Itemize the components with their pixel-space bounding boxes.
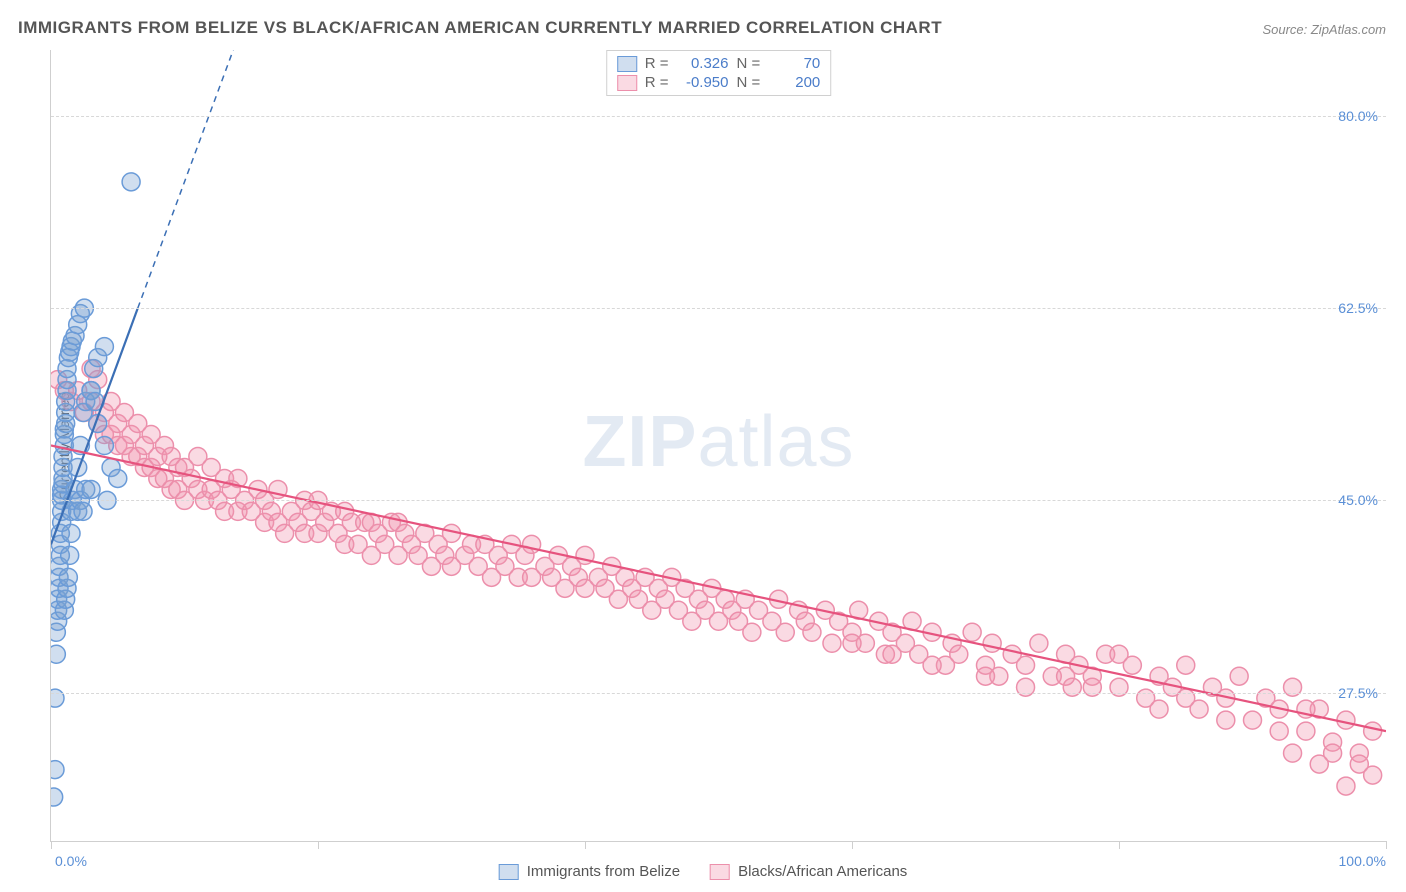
r-label-2: R = [645, 74, 669, 91]
y-tick-label: 45.0% [1338, 492, 1378, 508]
legend-bottom-swatch-2 [710, 864, 730, 880]
scatter-point [74, 502, 92, 520]
r-value-2: -0.950 [677, 74, 729, 91]
n-label-1: N = [737, 55, 761, 72]
scatter-point [1177, 656, 1195, 674]
gridline-horizontal [51, 500, 1386, 501]
x-tick [852, 841, 853, 849]
x-tick [318, 841, 319, 849]
scatter-point [923, 656, 941, 674]
scatter-point [95, 338, 113, 356]
scatter-point [1244, 711, 1262, 729]
scatter-point [803, 623, 821, 641]
x-tick [1386, 841, 1387, 849]
legend-statistics-box: R = 0.326 N = 70 R = -0.950 N = 200 [606, 50, 832, 96]
scatter-point [776, 623, 794, 641]
chart-plot-area: ZIPatlas R = 0.326 N = 70 R = -0.950 N =… [50, 50, 1386, 842]
scatter-point [46, 761, 64, 779]
scatter-point [950, 645, 968, 663]
legend-stat-row-2: R = -0.950 N = 200 [617, 74, 821, 91]
scatter-point [1110, 645, 1128, 663]
scatter-point [963, 623, 981, 641]
x-tick [585, 841, 586, 849]
scatter-point [1364, 722, 1382, 740]
scatter-point [61, 546, 79, 564]
legend-swatch-series-2 [617, 75, 637, 91]
n-value-2: 200 [768, 74, 820, 91]
trend-line [51, 446, 1386, 732]
scatter-point [843, 634, 861, 652]
y-tick-label: 27.5% [1338, 685, 1378, 701]
n-value-1: 70 [768, 55, 820, 72]
scatter-point [743, 623, 761, 641]
scatter-point [1270, 722, 1288, 740]
legend-bottom-swatch-1 [499, 864, 519, 880]
scatter-point [122, 173, 140, 191]
scatter-plot-svg [51, 50, 1386, 841]
x-tick-label: 100.0% [1339, 853, 1386, 869]
scatter-point [1310, 755, 1328, 773]
legend-series-name-1: Immigrants from Belize [527, 863, 680, 880]
chart-title: IMMIGRANTS FROM BELIZE VS BLACK/AFRICAN … [18, 18, 942, 38]
scatter-point [62, 524, 80, 542]
r-label-1: R = [645, 55, 669, 72]
scatter-point [983, 634, 1001, 652]
scatter-point [883, 645, 901, 663]
n-label-2: N = [737, 74, 761, 91]
r-value-1: 0.326 [677, 55, 729, 72]
y-tick-label: 80.0% [1338, 108, 1378, 124]
scatter-point [59, 568, 77, 586]
scatter-point [1337, 777, 1355, 795]
x-tick [51, 841, 52, 849]
legend-swatch-series-1 [617, 56, 637, 72]
scatter-point [1230, 667, 1248, 685]
scatter-point [1297, 722, 1315, 740]
scatter-point [1150, 700, 1168, 718]
scatter-point [1030, 634, 1048, 652]
legend-item-1: Immigrants from Belize [499, 863, 680, 880]
source-attribution: Source: ZipAtlas.com [1262, 22, 1386, 37]
scatter-point [1284, 744, 1302, 762]
gridline-horizontal [51, 116, 1386, 117]
gridline-horizontal [51, 693, 1386, 694]
scatter-point [82, 480, 100, 498]
gridline-horizontal [51, 308, 1386, 309]
legend-stat-row-1: R = 0.326 N = 70 [617, 55, 821, 72]
legend-item-2: Blacks/African Americans [710, 863, 907, 880]
scatter-point [1017, 656, 1035, 674]
scatter-point [977, 667, 995, 685]
x-tick-label: 0.0% [55, 853, 87, 869]
y-tick-label: 62.5% [1338, 300, 1378, 316]
scatter-point [1217, 711, 1235, 729]
legend-series-names: Immigrants from Belize Blacks/African Am… [499, 863, 908, 880]
x-tick [1119, 841, 1120, 849]
scatter-point [109, 469, 127, 487]
scatter-point [45, 788, 63, 806]
scatter-point [823, 634, 841, 652]
legend-series-name-2: Blacks/African Americans [738, 863, 907, 880]
scatter-point [1350, 755, 1368, 773]
scatter-point [95, 437, 113, 455]
scatter-point [47, 645, 65, 663]
trend-line-extrapolation [138, 0, 278, 308]
scatter-point [1057, 667, 1075, 685]
